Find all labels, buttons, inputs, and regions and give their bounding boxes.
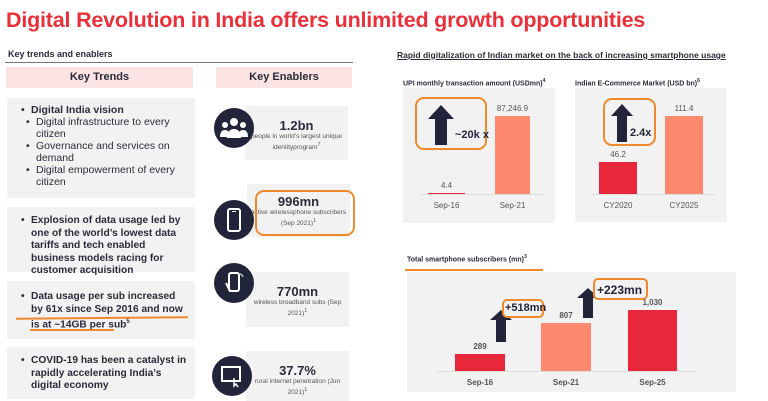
enabler-wireless-phone: 996mn active wirelessphone subscribers (… bbox=[247, 184, 350, 237]
up-arrow-icon bbox=[428, 105, 454, 145]
key-trends-header: Key Trends bbox=[6, 67, 193, 88]
value-label: 807 bbox=[559, 311, 573, 321]
growth-annotation: +223mn bbox=[597, 283, 643, 297]
value-label: 87,246.9 bbox=[496, 104, 529, 113]
enabler-desc: active wirelessphone subscribers (Sep 20… bbox=[250, 209, 347, 228]
enabler-desc: wireless broadband subs (Sep 2021)1 bbox=[253, 299, 342, 318]
enabler-rural-internet: 37.7% rural internet penetration (Jun 20… bbox=[246, 351, 349, 401]
trend-covid: COVID-19 has been a catalyst in rapidly … bbox=[7, 347, 195, 399]
trend-digital-india: Digital India vision Digital infrastruct… bbox=[7, 98, 195, 198]
value-label: 289 bbox=[473, 341, 487, 351]
enabler-value: 1.2bn bbox=[279, 118, 314, 133]
highlight-box bbox=[502, 299, 544, 318]
smartphone-icon bbox=[214, 200, 254, 240]
divider bbox=[5, 62, 353, 63]
x-axis bbox=[421, 194, 545, 195]
trend-data-explosion: Explosion of data usage led by one of th… bbox=[7, 207, 195, 276]
x-tick-label: Sep-25 bbox=[639, 378, 666, 387]
x-tick-label: Sep-16 bbox=[433, 201, 460, 210]
enabler-broadband: 770mn wireless broadband subs (Sep 2021)… bbox=[246, 272, 349, 327]
trend-title: Explosion of data usage led by one of th… bbox=[21, 215, 189, 278]
bar-cy2020 bbox=[599, 161, 637, 194]
highlight-circle bbox=[255, 190, 355, 236]
trend-title: Data usage per sub increased by 61x sinc… bbox=[21, 291, 189, 332]
tablet-touch-icon bbox=[212, 356, 252, 396]
growth-multiplier: 2.4x bbox=[630, 127, 652, 139]
x-tick-label: Sep-21 bbox=[499, 201, 526, 210]
growth-multiplier: ~20k x bbox=[455, 129, 489, 141]
chart-title: Indian E-Commerce Market (USD bn)6 bbox=[575, 78, 700, 88]
enabler-desc: rural internet penetration (Jun 2021)1 bbox=[254, 378, 341, 397]
trend-sub: Digital infrastructure to every citizen bbox=[26, 116, 189, 140]
growth-annotation: +518mn bbox=[505, 302, 547, 314]
trend-sub: Digital empowerment of every citizen bbox=[26, 164, 189, 188]
value-label: 111.4 bbox=[674, 104, 694, 113]
enabler-value: 996mn bbox=[277, 194, 320, 209]
chart-title-underline bbox=[405, 269, 543, 271]
page-title: Digital Revolution in India offers unlim… bbox=[6, 8, 646, 32]
trend-title: COVID-19 has been a catalyst in rapidly … bbox=[21, 355, 189, 393]
highlight-box bbox=[415, 97, 487, 150]
right-heading: Rapid digitalization of Indian market on… bbox=[397, 50, 726, 60]
enabler-value: 770mn bbox=[276, 284, 319, 299]
x-tick-label: Sep-16 bbox=[466, 378, 494, 387]
bar-sep-21 bbox=[495, 116, 530, 194]
phone-in-hand-icon bbox=[214, 263, 254, 303]
x-tick-label: Sep-21 bbox=[552, 378, 580, 387]
up-arrow-icon bbox=[611, 104, 633, 142]
x-axis bbox=[437, 371, 695, 372]
bar-sep-25 bbox=[628, 310, 677, 371]
enabler-identity: 1.2bn people in world’s largest unique i… bbox=[245, 106, 348, 160]
people-group-icon bbox=[214, 108, 254, 148]
chart-title: Total smartphone subscribers (mn)3 bbox=[407, 254, 527, 264]
enabler-value: 37.7% bbox=[279, 363, 316, 378]
x-tick-label: CY2025 bbox=[669, 201, 699, 210]
bar-cy2025 bbox=[665, 116, 703, 194]
enabler-desc: people in world’s largest unique identit… bbox=[251, 133, 342, 152]
key-enablers-header: Key Enablers bbox=[216, 67, 352, 88]
value-label: 1,030 bbox=[642, 298, 663, 307]
value-label: 46.2 bbox=[610, 149, 626, 159]
x-tick-label: CY2020 bbox=[603, 201, 633, 210]
highlight-box bbox=[593, 278, 648, 300]
bar-sep-16 bbox=[455, 353, 505, 371]
value-label: 4.4 bbox=[440, 181, 453, 190]
chart-title: UPI monthly transaction amount (USDmn)4 bbox=[403, 78, 546, 88]
bar-sep-21 bbox=[541, 323, 591, 371]
highlight-underline bbox=[30, 329, 114, 331]
trend-sub: Governance and services on demand bbox=[26, 140, 189, 164]
highlight-box bbox=[603, 98, 656, 146]
x-axis bbox=[590, 194, 715, 195]
section-title: Key trends and enablers bbox=[8, 49, 113, 59]
bar-sep-16 bbox=[428, 193, 465, 194]
up-arrow-icon bbox=[490, 310, 512, 342]
trend-title: Digital India vision bbox=[21, 104, 189, 116]
